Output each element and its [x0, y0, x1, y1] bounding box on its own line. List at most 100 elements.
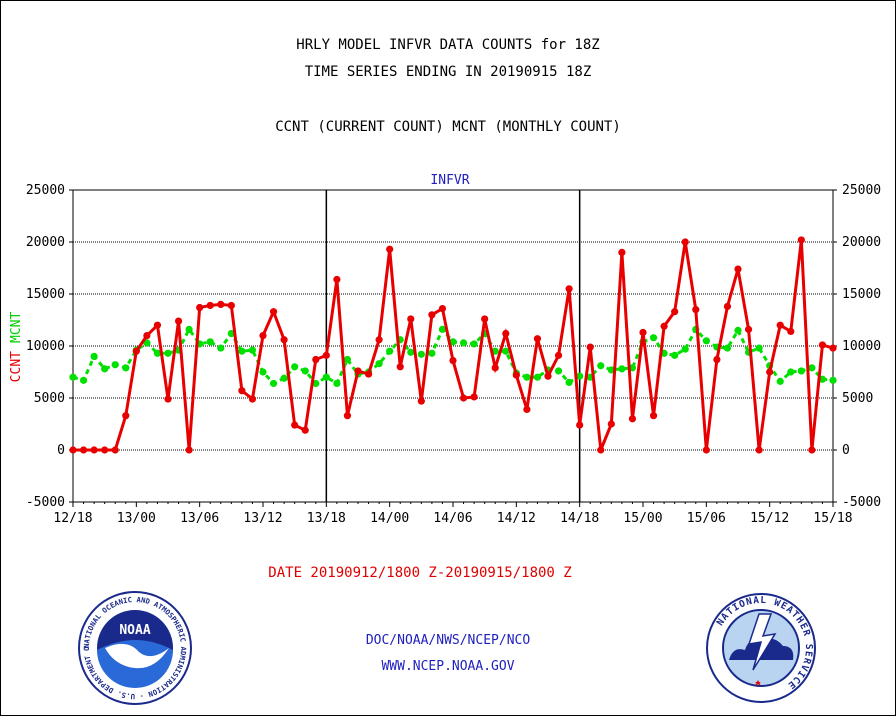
point-ccnt-36 [449, 356, 457, 365]
point-mcnt-65 [755, 344, 763, 352]
point-mcnt-20 [280, 374, 288, 382]
point-mcnt-57 [671, 351, 679, 359]
y-tick-label-right-6: 25000 [842, 183, 881, 198]
point-ccnt-32 [407, 315, 415, 323]
point-mcnt-33 [417, 350, 425, 358]
y-tick-label-right-2: 5000 [842, 391, 873, 406]
y-tick-label-right-0: -5000 [842, 495, 881, 510]
y-tick-label-left-5: 20000 [26, 235, 65, 250]
point-ccnt-37 [459, 394, 468, 402]
point-mcnt-55 [649, 334, 658, 342]
y-tick-label-left-1: 0 [57, 443, 65, 458]
point-ccnt-13 [206, 301, 214, 310]
point-ccnt-21 [291, 421, 299, 429]
point-mcnt-22 [301, 367, 309, 375]
point-ccnt-0 [69, 446, 77, 454]
point-mcnt-8 [153, 349, 162, 357]
point-ccnt-29 [375, 336, 383, 344]
chart-title-line-2: TIME SERIES ENDING IN 20190915 18Z [304, 64, 592, 80]
point-ccnt-65 [755, 446, 763, 454]
point-ccnt-16 [238, 387, 246, 395]
point-mcnt-47 [565, 378, 573, 386]
point-mcnt-9 [164, 349, 172, 357]
point-mcnt-58 [681, 345, 689, 353]
point-mcnt-11 [185, 325, 193, 333]
y-tick-label-right-1: 0 [842, 443, 850, 458]
point-ccnt-71 [818, 341, 827, 349]
y-axis-label-mcnt: MCNT [9, 312, 24, 343]
point-mcnt-26 [343, 355, 352, 364]
x-tick-label-9: 15/00 [623, 511, 662, 526]
noaa-logo-text: NOAA [119, 623, 150, 638]
point-mcnt-4 [111, 361, 119, 369]
svg-text:CCNTMCNT: CCNT MCNT [9, 312, 24, 383]
point-ccnt-64 [744, 325, 753, 333]
point-ccnt-43 [523, 405, 531, 414]
point-ccnt-10 [174, 317, 183, 325]
point-ccnt-61 [713, 355, 721, 364]
point-mcnt-0 [69, 373, 77, 381]
x-tick-label-11: 15/12 [750, 511, 789, 526]
point-ccnt-9 [164, 395, 172, 403]
point-mcnt-68 [787, 368, 795, 376]
point-mcnt-62 [723, 344, 732, 352]
x-tick-label-10: 15/06 [687, 511, 726, 526]
y-axis-label-ccnt: CCNT [9, 351, 24, 382]
point-mcnt-2 [90, 352, 98, 360]
panel-label: INFVR [430, 173, 469, 188]
y-tick-label-right-5: 20000 [842, 235, 881, 250]
point-ccnt-51 [607, 420, 615, 428]
point-ccnt-47 [565, 285, 573, 293]
point-ccnt-31 [396, 363, 404, 371]
x-tick-label-12: 15/18 [813, 511, 852, 526]
point-mcnt-19 [269, 379, 278, 388]
point-ccnt-46 [554, 351, 563, 359]
point-mcnt-60 [702, 337, 710, 345]
point-ccnt-1 [79, 446, 88, 454]
point-ccnt-66 [766, 368, 774, 376]
x-tick-label-5: 14/00 [370, 511, 409, 526]
point-ccnt-18 [259, 332, 267, 340]
footer-url[interactable]: WWW.NCEP.NOAA.GOV [381, 659, 515, 674]
point-mcnt-18 [259, 368, 267, 376]
point-ccnt-3 [101, 446, 109, 454]
x-tick-label-4: 13/18 [307, 511, 346, 526]
point-mcnt-69 [797, 367, 805, 375]
point-ccnt-72 [829, 344, 837, 352]
point-mcnt-50 [597, 362, 605, 370]
point-ccnt-39 [481, 315, 489, 323]
point-ccnt-49 [586, 343, 594, 351]
point-ccnt-63 [734, 265, 742, 273]
point-mcnt-48 [576, 372, 584, 380]
point-ccnt-50 [597, 446, 605, 454]
point-mcnt-14 [217, 344, 225, 352]
point-mcnt-52 [618, 365, 626, 373]
point-mcnt-43 [523, 373, 531, 381]
point-ccnt-42 [512, 371, 520, 379]
point-ccnt-8 [153, 321, 162, 329]
chart-title-line-1: HRLY MODEL INFVR DATA COUNTS for 18Z [296, 37, 600, 53]
point-mcnt-5 [122, 364, 130, 372]
point-mcnt-17 [248, 346, 257, 354]
y-tick-label-left-4: 15000 [26, 287, 65, 302]
point-mcnt-13 [206, 338, 214, 346]
x-tick-label-3: 13/12 [243, 511, 282, 526]
footer-org: DOC/NOAA/NWS/NCEP/NCO [365, 633, 531, 648]
point-ccnt-24 [322, 351, 330, 359]
point-mcnt-7 [143, 339, 151, 347]
point-ccnt-58 [681, 238, 689, 246]
y-tick-label-left-3: 10000 [26, 339, 65, 354]
chart-subtitle: CCNT (CURRENT COUNT) MCNT (MONTHLY COUNT… [275, 119, 621, 135]
point-ccnt-7 [143, 332, 151, 340]
point-ccnt-5 [122, 412, 130, 420]
point-ccnt-17 [248, 395, 257, 403]
point-ccnt-30 [386, 245, 394, 253]
point-ccnt-44 [533, 335, 542, 343]
point-ccnt-56 [660, 322, 668, 330]
x-tick-label-1: 13/00 [117, 511, 156, 526]
point-mcnt-70 [808, 364, 816, 372]
y-tick-label-left-0: -5000 [26, 495, 65, 510]
point-ccnt-25 [333, 275, 341, 284]
point-ccnt-34 [428, 311, 436, 319]
point-mcnt-1 [79, 376, 88, 384]
